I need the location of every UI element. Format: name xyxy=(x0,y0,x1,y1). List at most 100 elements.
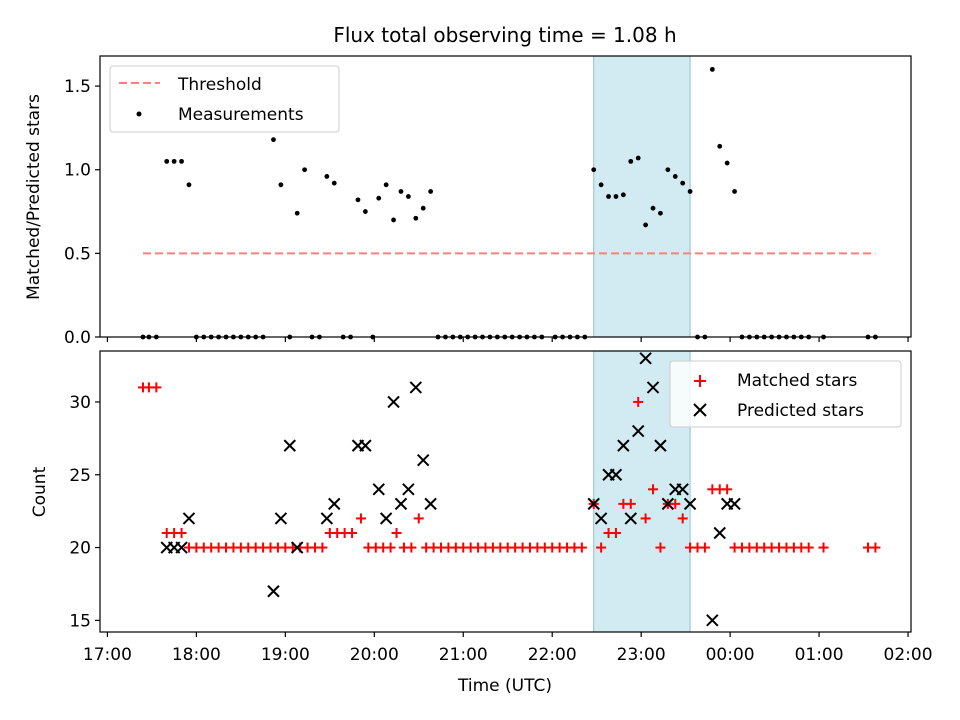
x-tick-label: 19:00 xyxy=(261,645,310,665)
x-axis-label: Time (UTC) xyxy=(457,676,552,696)
measurement-point xyxy=(732,189,737,194)
matched-star-point xyxy=(413,513,424,524)
matched-star-point xyxy=(610,527,621,538)
matched-star-point xyxy=(385,542,396,553)
measurement-point xyxy=(613,194,619,199)
measurement-point xyxy=(355,197,361,203)
top-x-axis-ticks xyxy=(106,337,909,342)
top-y-tick-label: 0.5 xyxy=(64,244,91,264)
chart-title: Flux total observing time = 1.08 h xyxy=(333,23,676,47)
measurement-point xyxy=(398,189,404,194)
matched-star-point xyxy=(151,382,162,393)
threshold-legend-label: Threshold xyxy=(177,75,262,95)
matched-star-point xyxy=(670,498,681,509)
x-tick-label: 20:00 xyxy=(350,645,399,665)
bottom-x-axis-ticks: 17:00 18:00 19:00 20:00 21:00 22:00 23:00 00:00… xyxy=(83,632,933,665)
measurement-point xyxy=(420,205,426,211)
matched-star-point xyxy=(677,513,688,524)
measurement-point xyxy=(709,66,715,72)
x-tick-label: 22:00 xyxy=(528,645,577,665)
matched-star-point xyxy=(347,527,358,538)
predicted-star-point xyxy=(387,395,400,409)
bottom-y-axis-label: Count xyxy=(30,466,50,517)
measurement-point xyxy=(428,189,434,194)
x-tick-label: 23:00 xyxy=(617,645,666,665)
predicted-star-point xyxy=(267,585,280,598)
predicted-star-point xyxy=(320,512,334,525)
measurement-point xyxy=(672,174,678,179)
matched-star-point xyxy=(596,542,607,553)
measurement-point xyxy=(606,194,611,199)
measurement-point xyxy=(186,182,192,188)
measurement-point xyxy=(331,180,337,186)
predicted-star-point xyxy=(624,512,637,525)
measurement-point xyxy=(164,158,170,164)
predicted-star-point xyxy=(683,497,697,511)
predicted-star-point xyxy=(676,483,689,496)
predicted-star-point xyxy=(402,483,415,496)
matched-star-point xyxy=(406,542,417,553)
top-y-axis-ticks: 0.0 0.5 1.0 1.5 xyxy=(64,77,100,348)
predicted-star-point xyxy=(617,439,630,452)
top-panel: 0.0 0.5 1.0 1.5 Matched/Predicted stars Thr… xyxy=(24,55,912,348)
predicted-star-point xyxy=(587,497,600,511)
matched-star-point xyxy=(655,542,666,553)
measurements-legend-marker xyxy=(136,111,142,117)
predicted-star-point xyxy=(328,497,341,511)
predicted-star-point xyxy=(359,439,372,452)
matched-star-point xyxy=(648,484,659,495)
measurement-point xyxy=(650,205,656,211)
bottom-y-axis-ticks: 15 20 25 30 xyxy=(69,393,100,631)
matched-star-point xyxy=(317,542,328,553)
predicted-star-point xyxy=(409,381,423,394)
predicted-star-point xyxy=(594,512,608,525)
matched-star-point xyxy=(699,542,710,553)
matched-star-point xyxy=(640,513,651,524)
top-y-tick-label: 0.0 xyxy=(64,328,91,348)
matched-star-point xyxy=(818,542,829,553)
measurement-point xyxy=(591,167,597,173)
matched-star-point xyxy=(176,527,187,538)
predicted-star-point xyxy=(728,497,741,511)
measurement-point xyxy=(643,222,649,228)
measurement-point xyxy=(391,217,396,223)
measurement-point xyxy=(376,195,382,201)
measurement-point xyxy=(179,158,184,164)
measurement-point xyxy=(635,155,641,161)
predicted-star-point xyxy=(639,352,652,365)
predicted-legend-marker xyxy=(693,403,707,417)
bottom-plot-frame xyxy=(99,350,912,633)
measurement-point xyxy=(680,180,686,186)
measurement-point xyxy=(324,174,330,179)
measurement-point xyxy=(271,137,276,143)
measurement-point xyxy=(405,194,411,199)
predicted-star-point xyxy=(609,468,623,481)
predicted-star-point xyxy=(175,541,188,554)
predicted-star-point xyxy=(394,497,408,511)
matched-star-point xyxy=(633,396,644,407)
bottom-y-tick-label: 25 xyxy=(69,466,91,486)
measurement-point xyxy=(658,210,663,216)
predicted-star-point xyxy=(379,512,393,525)
measurement-point xyxy=(302,167,308,173)
bottom-y-tick-label: 20 xyxy=(69,539,91,559)
top-y-tick-label: 1.0 xyxy=(64,161,91,181)
x-tick-label: 18:00 xyxy=(172,645,221,665)
measurement-point xyxy=(413,215,419,221)
measurement-point xyxy=(598,182,604,188)
measurements-legend-label: Measurements xyxy=(178,105,304,125)
predicted-star-point xyxy=(713,526,726,540)
predicted-star-point xyxy=(654,439,667,452)
predicted-star-point xyxy=(661,497,675,511)
top-plot-frame xyxy=(99,55,912,338)
measurement-point xyxy=(628,158,634,164)
predicted-star-point xyxy=(646,381,660,394)
predicted-star-point xyxy=(274,512,288,525)
bottom-legend-box xyxy=(669,360,902,428)
predicted-star-point xyxy=(182,512,196,525)
bottom-legend: Matched stars Predicted stars xyxy=(669,360,902,428)
measurement-point xyxy=(278,182,284,188)
top-legend: Threshold Measurements xyxy=(109,65,340,133)
matched-star-point xyxy=(576,542,587,553)
matched-star-point xyxy=(722,484,733,495)
